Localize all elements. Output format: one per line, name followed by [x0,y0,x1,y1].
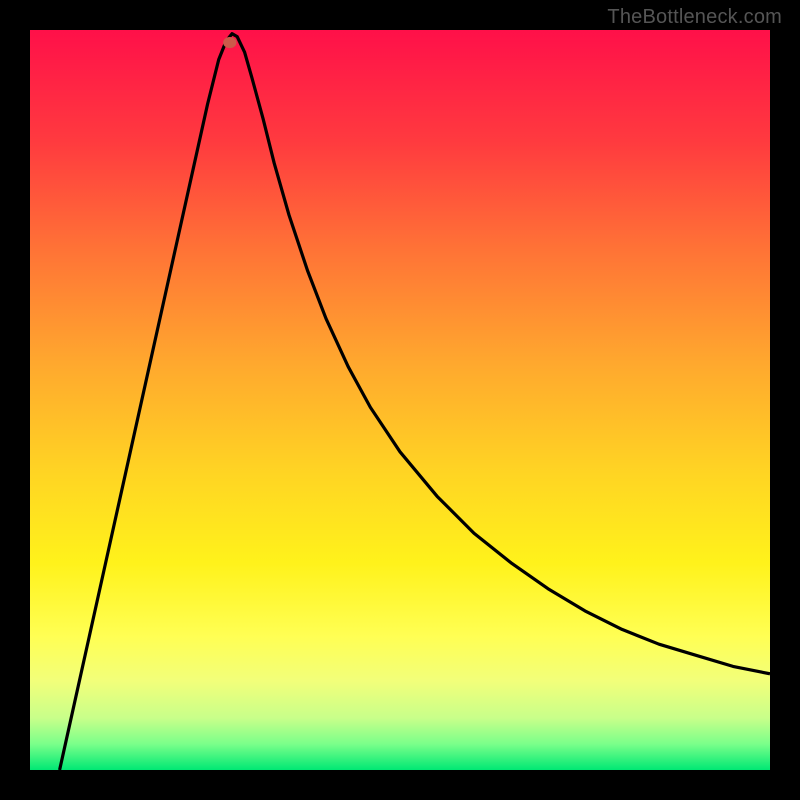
chart-svg [30,30,770,770]
watermark-text: TheBottleneck.com [607,6,782,29]
plot-area [30,30,770,770]
chart-container: TheBottleneck.com [0,0,800,800]
min-marker-dot [223,37,236,48]
